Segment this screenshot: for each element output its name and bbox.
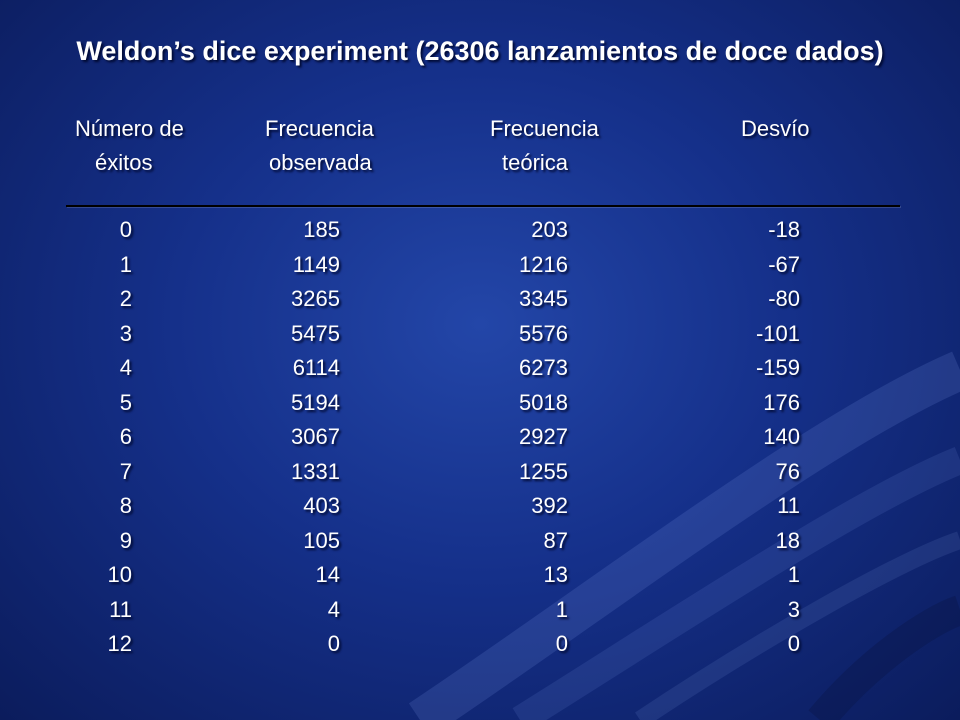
header-deviation: Desvío <box>741 112 809 146</box>
cell-observed: 5475 <box>291 320 340 346</box>
cell-successes: 1 <box>119 251 132 277</box>
table-row: 10 14 13 1 <box>0 558 960 593</box>
data-table: 0 185 203 -18 1 1149 1216 -67 2 3265 334… <box>0 213 960 662</box>
header-observed: Frecuencia observada <box>265 112 374 180</box>
cell-deviation: -80 <box>768 286 800 311</box>
cell-theoretical: 203 <box>531 217 568 242</box>
cell-successes: 4 <box>119 355 132 380</box>
cell-deviation: 140 <box>763 424 800 449</box>
cell-successes: 12 <box>107 631 132 656</box>
cell-deviation: -67 <box>768 251 800 277</box>
cell-theoretical: 6273 <box>519 355 568 380</box>
cell-successes: 11 <box>109 596 132 622</box>
cell-successes: 3 <box>119 320 132 346</box>
header-divider <box>66 205 900 207</box>
cell-theoretical: 3345 <box>519 286 568 311</box>
table-row: 5 5194 5018 176 <box>0 386 960 421</box>
cell-theoretical: 2927 <box>519 424 568 449</box>
table-row: 9 105 87 18 <box>0 524 960 559</box>
cell-theoretical: 1216 <box>519 251 568 277</box>
cell-successes: 0 <box>119 217 132 242</box>
cell-deviation: -101 <box>755 320 800 346</box>
cell-deviation: 176 <box>763 389 800 415</box>
cell-observed: 5194 <box>291 389 340 415</box>
cell-observed: 6114 <box>292 355 340 380</box>
cell-observed: 14 <box>315 562 340 587</box>
cell-theoretical: 0 <box>555 631 568 656</box>
cell-observed: 3067 <box>291 424 340 449</box>
table-row: 3 5475 5576 -101 <box>0 317 960 352</box>
cell-successes: 7 <box>119 458 132 484</box>
header-theoretical-line1: Frecuencia <box>490 116 599 141</box>
cell-observed: 185 <box>303 217 340 242</box>
cell-observed: 1149 <box>292 251 340 277</box>
header-observed-line1: Frecuencia <box>265 116 374 141</box>
table-row: 2 3265 3345 -80 <box>0 282 960 317</box>
slide-title: Weldon’s dice experiment (26306 lanzamie… <box>76 36 884 66</box>
table-row: 0 185 203 -18 <box>0 213 960 248</box>
header-successes: Número de éxitos <box>75 112 184 180</box>
cell-successes: 6 <box>119 424 132 449</box>
cell-successes: 8 <box>119 493 132 518</box>
cell-observed: 1331 <box>291 458 340 484</box>
header-theoretical: Frecuencia teórica <box>490 112 599 180</box>
cell-deviation: 3 <box>787 596 800 622</box>
cell-observed: 403 <box>303 493 340 518</box>
cell-theoretical: 13 <box>543 562 568 587</box>
table-row: 7 1331 1255 76 <box>0 455 960 490</box>
table-row: 6 3067 2927 140 <box>0 420 960 455</box>
table-row: 12 0 0 0 <box>0 627 960 662</box>
table-row: 11 4 1 3 <box>0 593 960 628</box>
cell-deviation: -18 <box>768 217 800 242</box>
cell-theoretical: 1 <box>555 596 568 622</box>
cell-deviation: -159 <box>755 355 800 380</box>
header-deviation-line1: Desvío <box>741 116 810 141</box>
cell-successes: 2 <box>119 286 132 311</box>
cell-deviation: 18 <box>775 527 800 553</box>
header-successes-line2: éxitos <box>95 150 153 175</box>
cell-observed: 0 <box>327 631 340 656</box>
cell-theoretical: 392 <box>531 493 568 518</box>
cell-deviation: 0 <box>787 631 800 656</box>
cell-deviation: 11 <box>777 493 800 518</box>
cell-successes: 9 <box>119 527 132 553</box>
cell-successes: 5 <box>119 389 132 415</box>
cell-deviation: 1 <box>787 562 800 587</box>
table-row: 8 403 392 11 <box>0 489 960 524</box>
table-row: 1 1149 1216 -67 <box>0 248 960 283</box>
cell-theoretical: 1255 <box>519 458 568 484</box>
header-theoretical-line2: teórica <box>502 150 569 175</box>
cell-theoretical: 5576 <box>519 320 568 346</box>
cell-theoretical: 5018 <box>519 389 568 415</box>
cell-observed: 4 <box>327 596 340 622</box>
table-row: 4 6114 6273 -159 <box>0 351 960 386</box>
cell-deviation: 76 <box>775 458 800 484</box>
cell-observed: 3265 <box>291 286 340 311</box>
cell-observed: 105 <box>303 527 340 553</box>
header-observed-line2: observada <box>269 150 372 175</box>
header-successes-line1: Número de <box>75 116 184 141</box>
cell-successes: 10 <box>107 562 132 587</box>
cell-theoretical: 87 <box>543 527 568 553</box>
